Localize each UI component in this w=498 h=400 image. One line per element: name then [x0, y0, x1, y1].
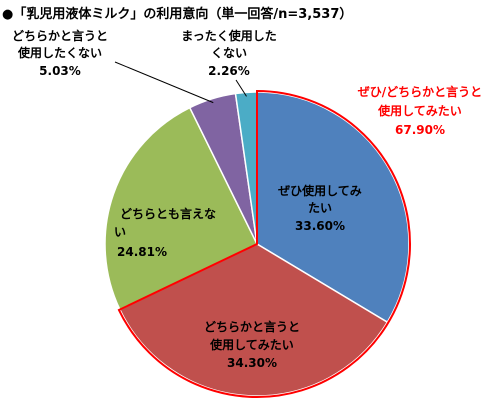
- slice-label-4-line-1: くない: [211, 46, 247, 60]
- slice-label-0-line-0: ぜひ使用してみ: [278, 183, 362, 198]
- leader-line-slice-3: [114, 61, 214, 104]
- slice-value-4: 2.26%: [208, 64, 250, 78]
- slice-label-0-line-1: たい: [308, 201, 332, 215]
- slice-label-3-line-0: どちらかと言うと: [12, 28, 108, 43]
- slice-label-1-line-0: どちらかと言うと: [204, 319, 300, 334]
- annotation-line-1: 使用してみたい: [377, 103, 462, 118]
- slice-value-0: 33.60%: [295, 219, 345, 233]
- slice-label-2-line-1: い: [114, 225, 126, 239]
- pie-slice-0: [256, 91, 410, 324]
- slice-label-4-line-0: まったく使用した: [181, 28, 277, 43]
- combined-highlight-outline: [117, 89, 411, 398]
- slice-label-3-line-1: 使用したくない: [17, 45, 102, 60]
- pie-slice-1: [118, 243, 389, 397]
- chart-title: ●「乳児用液体ミルク」の利用意向（単一回答/n=3,537）: [2, 7, 353, 22]
- annotation-line-0: ぜひ/どちらかと言うと: [358, 84, 482, 99]
- slice-label-1-line-1: 使用してみたい: [209, 337, 294, 352]
- pie-slice-2: [104, 106, 259, 311]
- leader-line-slice-4: [235, 79, 247, 97]
- slice-value-2: 24.81%: [117, 245, 167, 259]
- slice-value-1: 34.30%: [227, 356, 277, 370]
- slice-label-2-line-0: どちらとも言えな: [120, 206, 216, 221]
- slice-value-3: 5.03%: [39, 64, 81, 78]
- annotation-value: 67.90%: [395, 123, 445, 137]
